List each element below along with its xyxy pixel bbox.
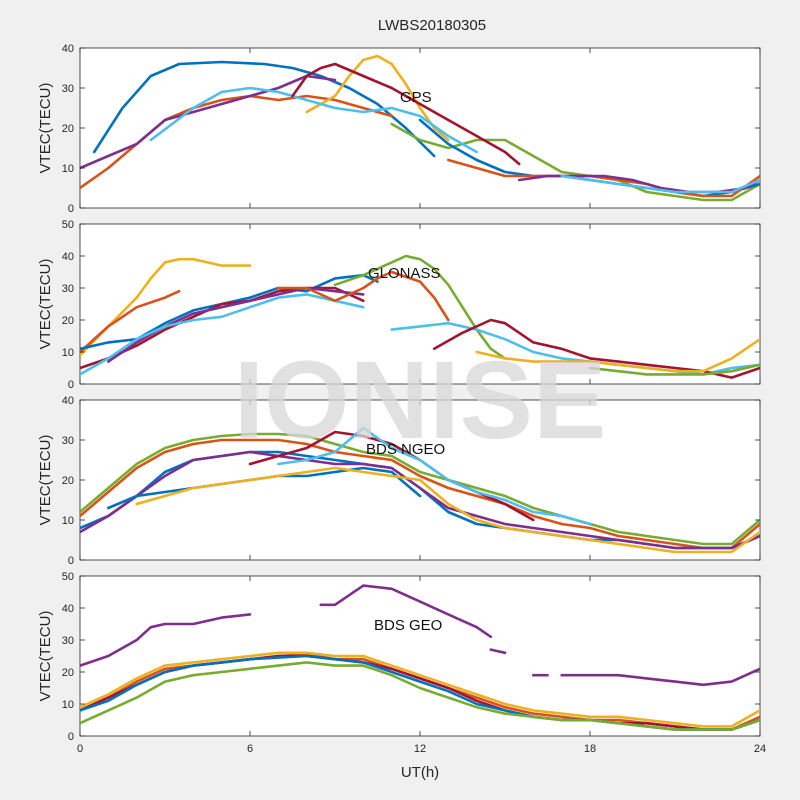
- series-group: [80, 254, 760, 379]
- y-axis-label: VTEC(TECU): [37, 435, 54, 526]
- x-tick-label: 18: [584, 743, 596, 755]
- y-tick-label: 40: [62, 603, 74, 615]
- series-line-8: [276, 270, 450, 322]
- y-tick-label: 10: [62, 699, 74, 711]
- panel-4: 0 10 20 30 40 50 0 6 12 18 24 UT(h) VTEC(TECU) BDS GE…: [37, 571, 766, 781]
- panel-3: 0 10 20 30 40 VTEC(TECU) BDS NGEO: [37, 395, 761, 567]
- series-line-7: [80, 293, 365, 376]
- y-tick-label: 0: [68, 555, 74, 567]
- series-line-1: [80, 257, 252, 357]
- y-axis-label: VTEC(TECU): [37, 611, 54, 702]
- series-group: [80, 426, 760, 554]
- series-line-9: [446, 158, 760, 198]
- series-line-11: [560, 174, 760, 194]
- series-line-3: [489, 648, 507, 655]
- watermark-logo: IONISE: [234, 339, 607, 462]
- y-tick-label: 50: [62, 219, 74, 231]
- y-tick-label: 10: [62, 515, 74, 527]
- axes-frame: [79, 223, 761, 385]
- y-tick-label: 20: [62, 475, 74, 487]
- series-line-2: [80, 94, 394, 190]
- y-tick-label: 40: [62, 43, 74, 55]
- series-line-10: [80, 661, 760, 731]
- series-line-7: [291, 62, 521, 166]
- y-axis-label: VTEC(TECU): [37, 259, 54, 350]
- constellation-label: BDS GEO: [374, 617, 442, 634]
- series-group: [80, 54, 760, 202]
- series-line-1: [92, 60, 436, 158]
- series-line-12: [588, 363, 760, 376]
- constellation-label: BDS NGEO: [366, 441, 445, 458]
- x-tick-label: 24: [754, 743, 766, 755]
- y-tick-label: 10: [62, 163, 74, 175]
- series-line-5: [560, 667, 760, 687]
- y-tick-label: 0: [68, 731, 74, 743]
- series-line-7: [80, 651, 760, 728]
- y-tick-label: 10: [62, 347, 74, 359]
- series-line-1: [80, 613, 252, 667]
- y-tick-label: 0: [68, 203, 74, 215]
- y-axis-label: VTEC(TECU): [37, 83, 54, 174]
- series-line-8: [135, 466, 760, 554]
- y-tick-label: 50: [62, 571, 74, 583]
- series-line-3: [80, 273, 379, 351]
- series-group: [80, 584, 760, 731]
- y-tick-label: 20: [62, 315, 74, 327]
- series-line-1: [80, 432, 760, 546]
- series-line-4: [80, 74, 337, 170]
- panel-1: 0 10 20 30 40 VTEC(TECU) GPS: [37, 43, 761, 215]
- series-line-2: [319, 584, 493, 639]
- series-line-3: [305, 54, 450, 142]
- series-line-7: [276, 426, 592, 526]
- y-tick-label: 40: [62, 251, 74, 263]
- series-line-6: [149, 86, 479, 154]
- axes-frame: [79, 47, 761, 209]
- panel-2: 0 10 20 30 40 50 VTEC(TECU) GLONASS: [37, 219, 761, 391]
- x-tick-label: 0: [77, 743, 83, 755]
- y-tick-label: 30: [62, 435, 74, 447]
- y-tick-label: 30: [62, 83, 74, 95]
- y-tick-label: 0: [68, 379, 74, 391]
- x-tick-label: 6: [247, 743, 253, 755]
- constellation-label: GLONASS: [368, 265, 441, 282]
- x-tick-label: 12: [414, 743, 426, 755]
- series-line-2: [80, 438, 760, 550]
- y-tick-label: 20: [62, 123, 74, 135]
- series-line-2: [80, 289, 181, 354]
- axes-frame: [79, 575, 761, 737]
- series-line-11: [475, 337, 760, 373]
- constellation-label: GPS: [400, 89, 432, 106]
- x-axis-label: UT(h): [401, 764, 439, 781]
- figure-title: LWBS20180305: [378, 17, 486, 34]
- series-line-4: [333, 254, 507, 360]
- y-tick-label: 30: [62, 283, 74, 295]
- y-tick-label: 30: [62, 635, 74, 647]
- y-tick-label: 20: [62, 667, 74, 679]
- y-tick-label: 40: [62, 395, 74, 407]
- series-line-4: [80, 450, 760, 550]
- series-line-6: [107, 286, 365, 363]
